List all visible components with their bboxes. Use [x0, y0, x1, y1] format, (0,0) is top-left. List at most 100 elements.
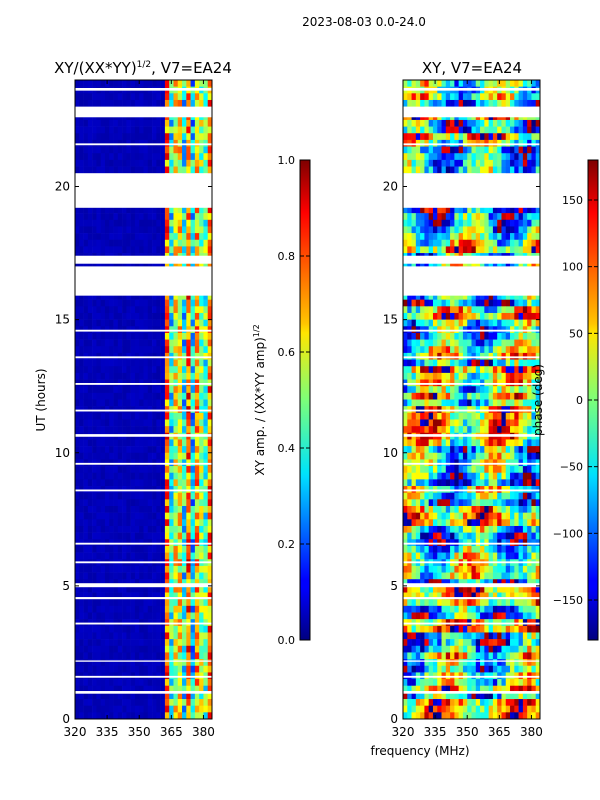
heatmap-cell — [79, 612, 84, 620]
heatmap-cell — [403, 93, 408, 101]
heatmap-cell — [527, 153, 532, 161]
heatmap-cell — [173, 599, 179, 607]
heatmap-cell — [182, 712, 187, 720]
heatmap-cell — [134, 632, 140, 640]
heatmap-cell — [415, 133, 421, 141]
heatmap-cell — [497, 306, 502, 314]
heatmap-cell — [134, 153, 140, 161]
heatmap-cell — [126, 213, 131, 221]
heatmap-cell — [199, 306, 204, 314]
heatmap-cell — [147, 625, 153, 633]
heatmap-cell — [96, 452, 101, 460]
heatmap-cell — [199, 386, 204, 394]
heatmap-cell — [96, 685, 101, 693]
heatmap-cell — [484, 293, 489, 300]
heatmap-cell — [462, 146, 468, 154]
heatmap-cell — [139, 392, 144, 400]
heatmap-cell — [130, 386, 136, 394]
heatmap-cell — [194, 319, 200, 327]
heatmap-cell — [199, 339, 204, 347]
heatmap-cell — [169, 346, 174, 354]
heatmap-cell — [113, 239, 119, 247]
heatmap-cell — [207, 712, 213, 720]
heatmap-cell — [96, 579, 101, 587]
heatmap-cell — [505, 312, 511, 320]
heatmap-cell — [177, 679, 183, 687]
x-tick-label: 320 — [64, 725, 87, 739]
heatmap-cell — [75, 299, 80, 307]
heatmap-cell — [522, 133, 528, 141]
heatmap-cell — [454, 366, 459, 374]
heatmap-cell — [160, 166, 166, 174]
heatmap-cell — [160, 632, 166, 640]
heatmap-cell — [428, 319, 434, 327]
heatmap-cell — [143, 699, 149, 706]
heatmap-cell — [428, 213, 434, 221]
heatmap-cell — [505, 99, 511, 107]
heatmap-cell — [160, 126, 166, 134]
heatmap-cell — [87, 226, 93, 234]
heatmap-cell — [100, 645, 106, 653]
heatmap-cell — [79, 519, 84, 527]
heatmap-cell — [177, 386, 183, 394]
heatmap-cell — [467, 346, 472, 354]
heatmap-cell — [467, 206, 472, 214]
heatmap-cell — [87, 299, 93, 307]
heatmap-cell — [450, 93, 455, 101]
heatmap-cell — [147, 159, 153, 167]
heatmap-cell — [83, 146, 89, 154]
heatmap-cell — [164, 466, 170, 474]
heatmap-cell — [437, 452, 442, 460]
heatmap-cell — [207, 552, 213, 560]
heatmap-cell — [87, 705, 93, 713]
heatmap-cell — [83, 685, 89, 693]
heatmap-cell — [535, 359, 541, 367]
heatmap-cell — [92, 213, 97, 221]
heatmap-cell — [207, 126, 213, 134]
heatmap-cell — [437, 312, 442, 320]
heatmap-cell — [505, 386, 511, 394]
heatmap-cell — [488, 153, 494, 161]
heatmap-cell — [109, 312, 114, 320]
heatmap-cell — [130, 612, 136, 620]
heatmap-cell — [100, 386, 106, 394]
heatmap-cell — [411, 306, 417, 314]
heatmap-cell — [147, 246, 153, 254]
heatmap-cell — [522, 233, 528, 241]
heatmap-cell — [522, 399, 528, 407]
heatmap-cell — [173, 293, 179, 300]
heatmap-cell — [79, 499, 84, 507]
heatmap-cell — [480, 166, 485, 174]
heatmap-cell — [147, 166, 153, 174]
heatmap-cell — [199, 332, 204, 340]
heatmap-cell — [169, 492, 174, 500]
heatmap-cell — [407, 159, 412, 167]
heatmap-cell — [458, 426, 464, 434]
heatmap-cell — [87, 346, 93, 354]
heatmap-cell — [407, 293, 412, 300]
heatmap-cell — [199, 492, 204, 500]
heatmap-cell — [130, 226, 136, 234]
heatmap-cell — [79, 605, 84, 613]
heatmap-cell — [156, 133, 161, 141]
heatmap-cell — [203, 712, 209, 720]
heatmap-cell — [527, 93, 532, 101]
heatmap-cell — [134, 99, 140, 107]
heatmap-cell — [139, 659, 144, 667]
heatmap-cell — [160, 565, 166, 573]
heatmap-cell — [454, 346, 459, 354]
heatmap-cell — [531, 99, 537, 107]
heatmap-cell — [92, 639, 97, 647]
heatmap-cell — [104, 233, 110, 241]
heatmap-cell — [147, 146, 153, 154]
heatmap-cell — [182, 159, 187, 167]
heatmap-cell — [432, 319, 438, 327]
heatmap-cell — [87, 625, 93, 633]
heatmap-cell — [488, 80, 494, 87]
heatmap-cell — [407, 372, 412, 380]
heatmap-cell — [109, 319, 114, 327]
heatmap-cell — [484, 119, 489, 127]
heatmap-cell — [480, 93, 485, 101]
heatmap-cell — [113, 466, 119, 474]
heatmap-cell — [492, 332, 498, 340]
